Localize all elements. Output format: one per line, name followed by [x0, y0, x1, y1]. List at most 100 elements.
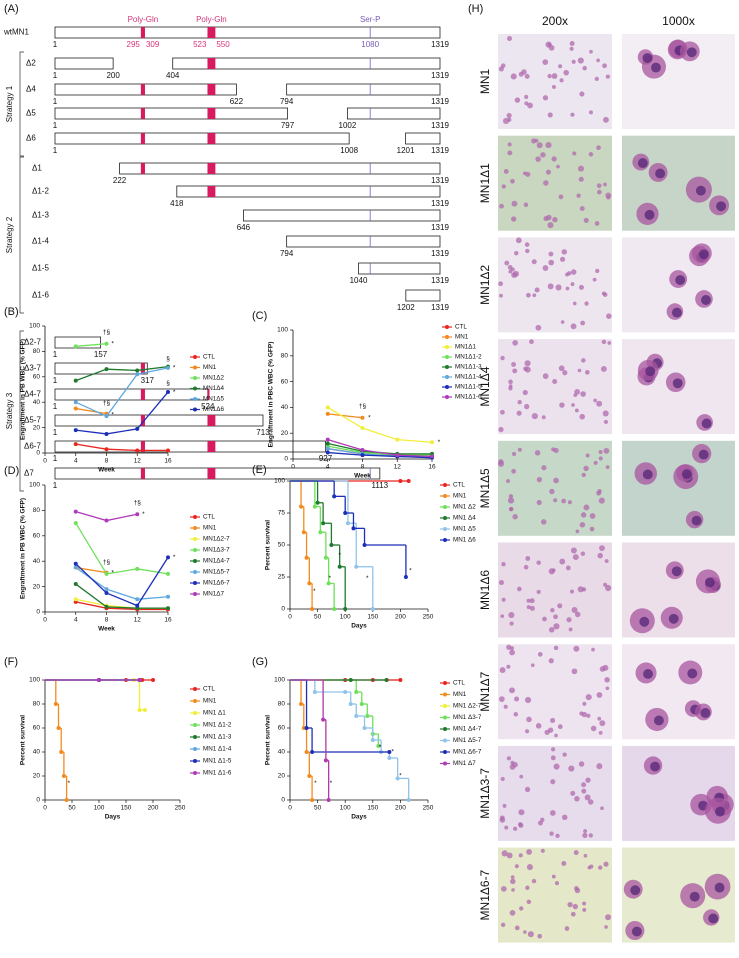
strategy-name: Strategy 1 [5, 85, 14, 122]
cell [588, 110, 593, 115]
y-tick-label: 60 [33, 533, 41, 540]
cell [498, 426, 504, 433]
cell [507, 150, 513, 156]
data-point [73, 582, 78, 587]
cell [604, 677, 610, 683]
cell [512, 340, 518, 346]
cell [594, 221, 600, 226]
construct-name: Δ5-7 [24, 416, 41, 425]
legend-label: CTL [203, 686, 215, 693]
construct-name: Δ1-6 [32, 291, 49, 300]
cell [510, 878, 516, 885]
annotation: * [173, 554, 176, 561]
cell [589, 49, 593, 54]
cell [589, 513, 596, 519]
cell [498, 580, 504, 586]
x-tick-label: 12 [394, 464, 402, 471]
cell [526, 598, 531, 603]
poly-gln-domain [207, 186, 216, 197]
cell [519, 774, 524, 779]
cell [509, 687, 515, 694]
legend-label: MN1Δ2 [203, 375, 225, 382]
y-tick-label: 60 [281, 378, 289, 385]
poly-gln-domain [207, 84, 216, 95]
cell [547, 112, 553, 118]
annotation: †§ [359, 403, 367, 410]
construct-name: Δ1-3 [32, 211, 49, 220]
panel-label: (H) [468, 3, 483, 15]
y-tick-label: 60 [278, 725, 286, 732]
protein-segment [405, 289, 441, 302]
cell [584, 301, 589, 306]
legend-label: MN1Δ2-7 [203, 536, 230, 543]
data-point [318, 530, 323, 535]
data-point [166, 390, 170, 395]
construct-name: Δ4 [26, 85, 36, 94]
cell [525, 248, 530, 254]
site-name: Ser-P [360, 15, 380, 24]
cell [599, 545, 605, 552]
protein-segment [358, 262, 441, 275]
annotation: * [330, 780, 333, 787]
cell [518, 822, 524, 828]
protein-segment [54, 336, 101, 349]
poly-gln-domain [207, 441, 216, 452]
cell [510, 875, 515, 880]
position-label: 794 [280, 249, 294, 258]
cell [596, 763, 603, 770]
cell [550, 717, 556, 723]
panel-label: (B) [4, 306, 19, 318]
cell [543, 180, 549, 186]
cell [521, 69, 527, 75]
series-line [75, 598, 168, 609]
strategy-name: Strategy 3 [5, 392, 14, 429]
data-point [343, 511, 348, 515]
cell [559, 256, 566, 262]
cell [524, 696, 532, 704]
series-line [75, 365, 169, 382]
micrograph [498, 440, 612, 536]
legend-label: MN1 Δ7 [453, 760, 476, 767]
protein-segment [54, 388, 209, 401]
data-point [73, 442, 78, 447]
position-label: 1319 [431, 176, 449, 185]
cell [564, 926, 570, 931]
data-point [73, 561, 78, 566]
position-label: 157 [94, 350, 108, 359]
legend-label: MN1Δ1-5 [455, 384, 482, 391]
y-tick-label: 100 [29, 482, 40, 489]
cell [566, 271, 572, 276]
data-point [312, 504, 317, 509]
cell [543, 216, 549, 222]
data-point [370, 738, 375, 742]
construct-name: Δ1 [32, 164, 42, 173]
cell [500, 922, 506, 928]
cell [596, 692, 603, 698]
data-point [323, 555, 328, 560]
data-point [332, 607, 337, 611]
cell [579, 206, 585, 212]
nucleus [672, 378, 683, 389]
strategy-name: Strategy 2 [5, 216, 14, 253]
y-tick-label: 100 [274, 677, 285, 684]
cell [547, 283, 554, 290]
cell [512, 368, 518, 374]
data-point [135, 597, 140, 602]
cell [581, 472, 586, 478]
legend-label: MN1 [203, 364, 217, 371]
data-point [395, 437, 400, 442]
protein-segment [54, 362, 148, 375]
cell [562, 752, 567, 757]
y-tick-label: 80 [33, 348, 41, 355]
cell [579, 522, 586, 528]
x-tick-label: 200 [148, 805, 159, 812]
cell [514, 696, 520, 702]
cell [536, 560, 541, 565]
position-label: 317 [141, 376, 155, 385]
cell [572, 151, 577, 156]
position-label: 1319 [431, 223, 449, 232]
cell [506, 112, 512, 119]
legend-label: MN1 Δ5-7 [453, 737, 482, 744]
cell [524, 94, 529, 99]
cell [514, 97, 521, 103]
